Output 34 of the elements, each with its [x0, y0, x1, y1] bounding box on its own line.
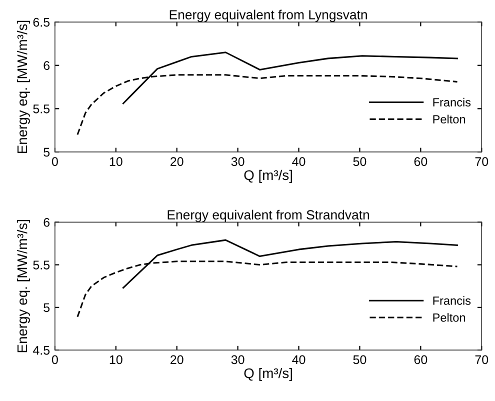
y-tick-label: 6: [44, 218, 50, 227]
x-tick-label: 50: [353, 157, 366, 166]
x-tick-label: 30: [231, 355, 244, 364]
y-tick-label: 5: [44, 303, 50, 312]
y-tick-label: 5.5: [33, 260, 50, 270]
y-tick-label: 6: [44, 61, 50, 70]
x-tick-label: 20: [170, 355, 184, 364]
chart-title: Energy equivalent from Lyngsvatn: [170, 10, 367, 22]
legend-label: Pelton: [433, 114, 466, 124]
x-tick-label: 60: [414, 355, 428, 364]
x-tick-label: 0: [52, 355, 58, 364]
x-tick-label: 0: [52, 157, 58, 166]
x-tick-label: 50: [353, 355, 366, 364]
x-tick-label: 10: [110, 157, 122, 166]
y-axis-title: Energy eq. [MW/m³/s]: [16, 220, 30, 352]
x-tick-label: 20: [170, 157, 184, 166]
chart-title: Energy equivalent from Strandvatn: [168, 210, 370, 222]
y-tick-label: 4.5: [32, 346, 50, 355]
x-tick-label: 40: [292, 157, 306, 166]
x-axis-title: Q [m³/s]: [244, 368, 292, 381]
y-tick-label: 6.5: [33, 18, 50, 27]
y-tick-label: 5: [44, 148, 50, 157]
x-tick-label: 60: [414, 157, 428, 166]
x-tick-label: 70: [475, 157, 488, 166]
x-tick-label: 30: [231, 157, 244, 166]
y-axis-title: Energy eq. [MW/m³/s]: [16, 20, 30, 154]
y-tick-label: 5.5: [33, 104, 50, 114]
legend-label: Francis: [433, 296, 471, 305]
x-tick-label: 10: [110, 355, 122, 364]
legend-label: Francis: [433, 98, 471, 107]
x-axis-title: Q [m³/s]: [244, 170, 292, 183]
x-tick-label: 70: [475, 355, 488, 364]
legend-label: Pelton: [433, 313, 466, 322]
x-tick-label: 40: [292, 355, 306, 364]
